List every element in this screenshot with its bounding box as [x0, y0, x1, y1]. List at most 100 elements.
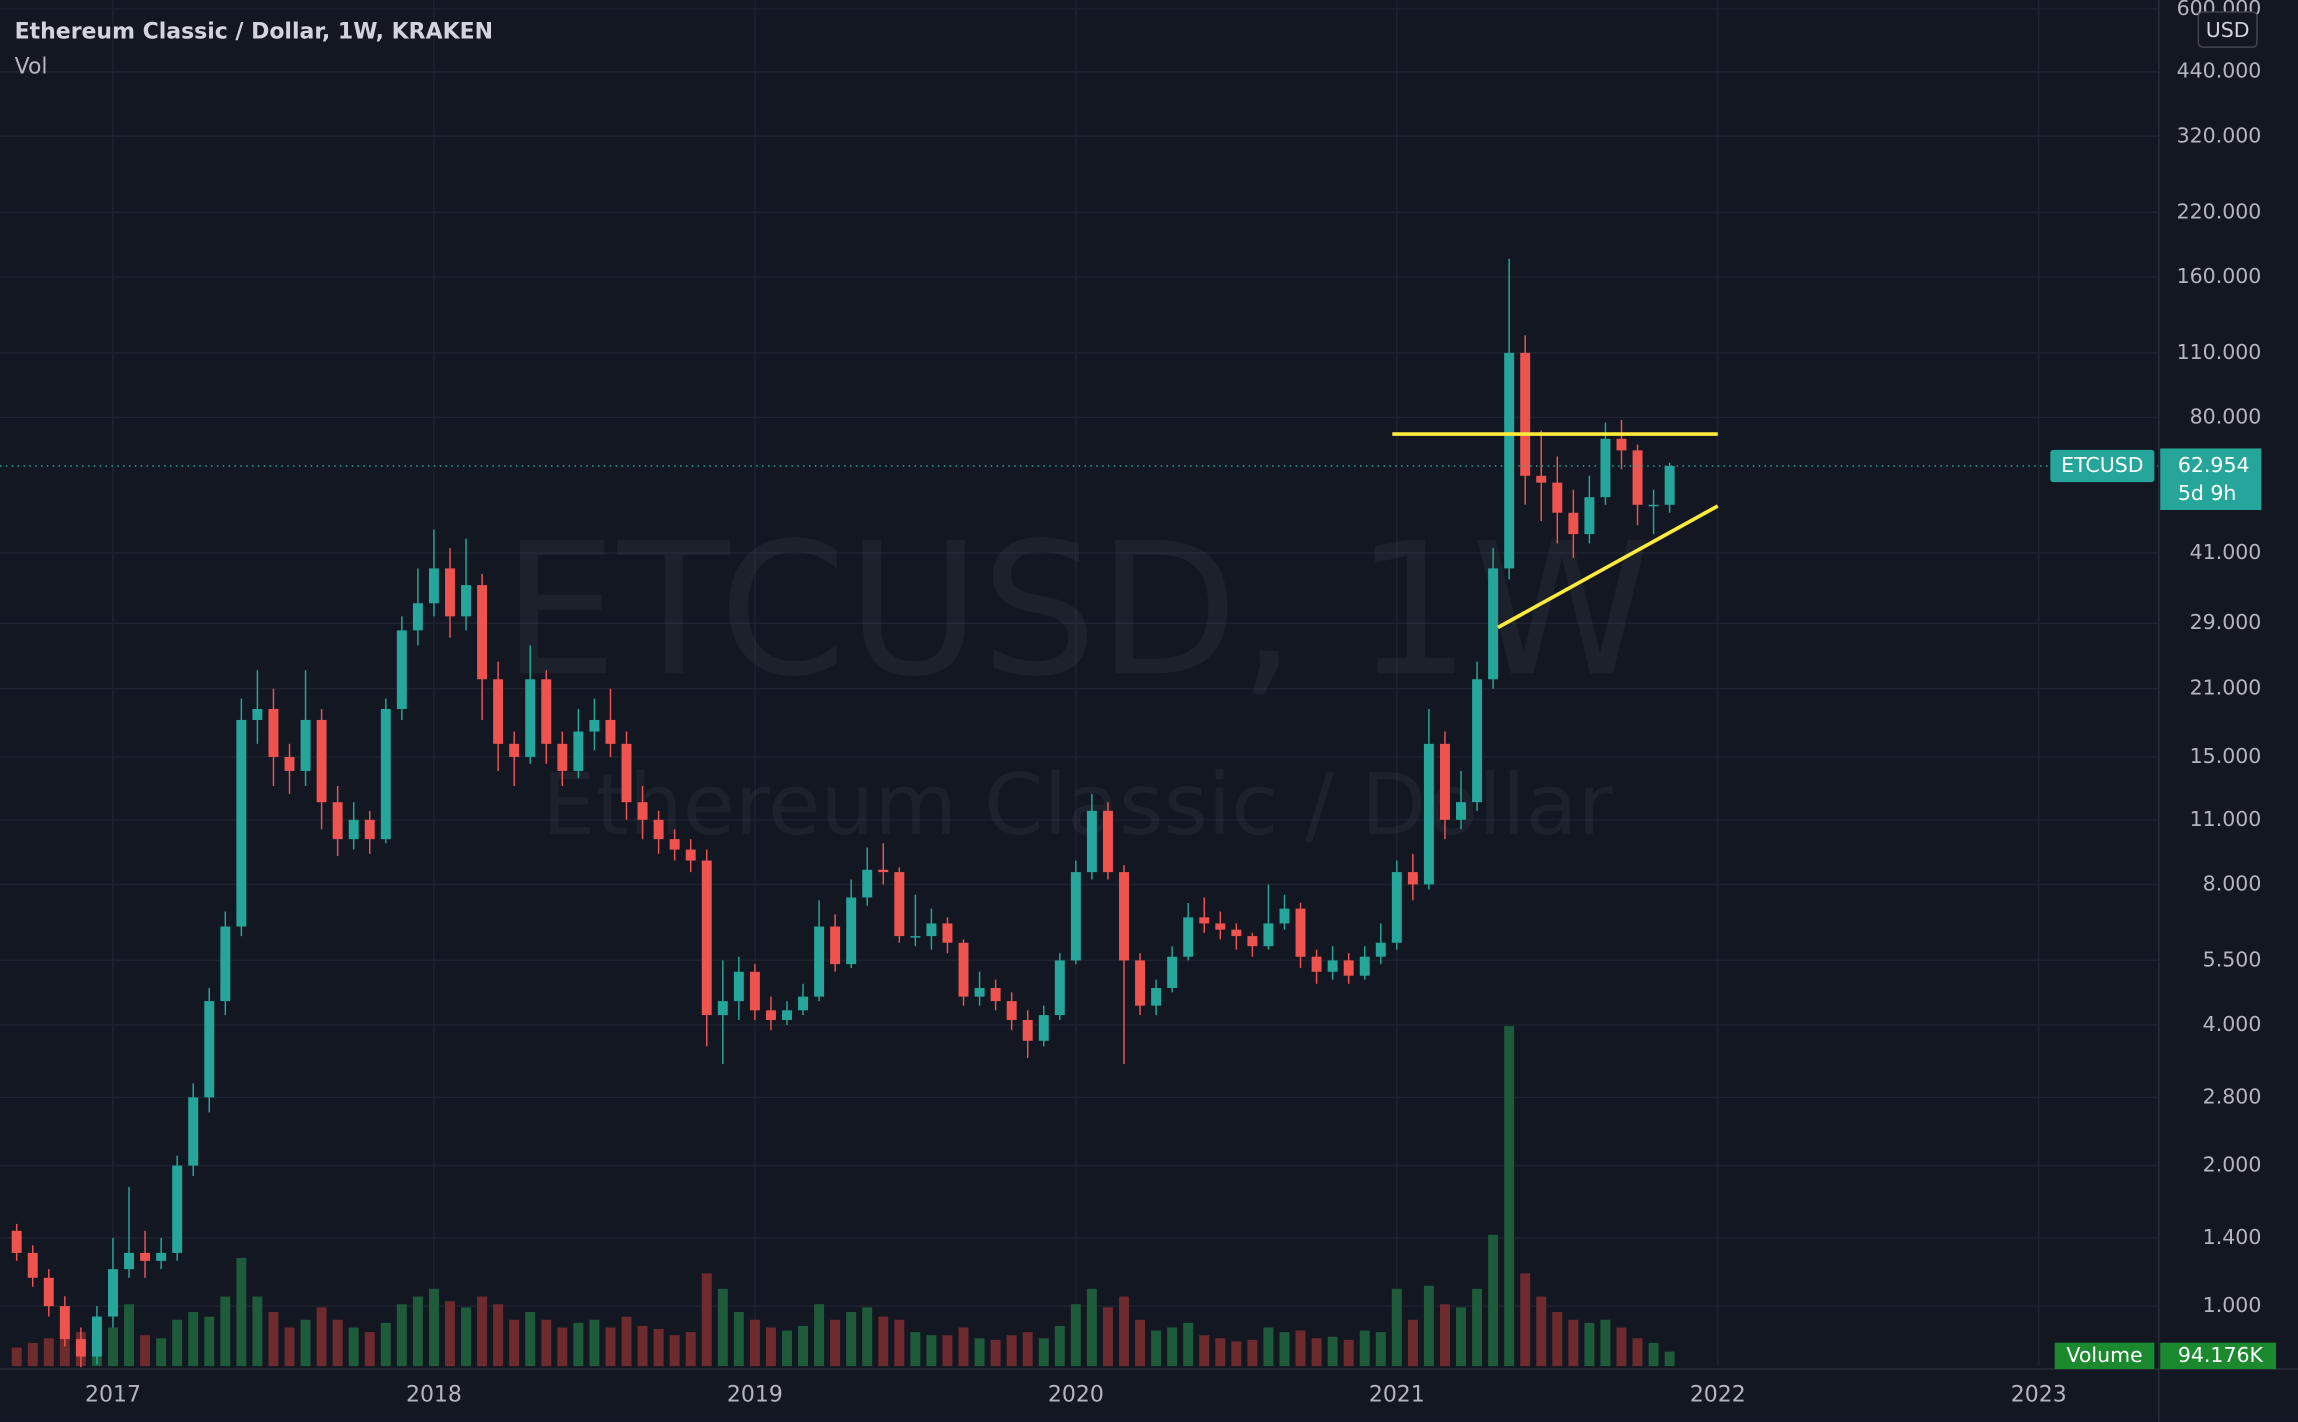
- volume-bar: [782, 1330, 792, 1367]
- candle-body: [1343, 960, 1354, 976]
- trend-line: [1497, 504, 1719, 630]
- volume-bar: [284, 1327, 295, 1367]
- x-tick-label: 2017: [85, 1382, 141, 1407]
- volume-bar: [685, 1332, 696, 1367]
- candle-body: [188, 1097, 199, 1166]
- volume-bar: [43, 1338, 54, 1367]
- volume-bar: [990, 1339, 1001, 1367]
- y-tick-label: 2.000: [2203, 1153, 2262, 1177]
- volume-bar: [1263, 1327, 1274, 1367]
- y-tick-label: 15.000: [2190, 744, 2262, 768]
- volume-bar: [220, 1296, 231, 1367]
- volume-bar: [1167, 1327, 1178, 1367]
- candle-body: [1119, 872, 1129, 961]
- volume-bar: [1119, 1296, 1129, 1367]
- x-tick-label: 2023: [2011, 1382, 2067, 1407]
- volume-bar: [1070, 1304, 1081, 1367]
- volume-bar: [1552, 1312, 1563, 1367]
- symbol-badge: [2050, 449, 2155, 483]
- last-price-label: 62.954: [2178, 453, 2250, 477]
- y-tick-label: 21.000: [2190, 676, 2262, 700]
- volume-bar: [1472, 1288, 1483, 1367]
- candle-body: [1135, 960, 1146, 1006]
- volume-bar: [1632, 1338, 1643, 1367]
- y-tick-label: 2.800: [2203, 1084, 2262, 1108]
- candle-body: [1327, 960, 1338, 972]
- candle-body: [11, 1230, 22, 1253]
- candle-body: [1648, 504, 1659, 507]
- volume-bar: [589, 1319, 600, 1367]
- volume-bar: [733, 1312, 744, 1367]
- candle-body: [1311, 956, 1322, 972]
- candle-body: [1070, 872, 1081, 961]
- volume-bar: [509, 1319, 520, 1367]
- candle-body: [926, 923, 937, 937]
- candle-body: [461, 585, 472, 617]
- candle-body: [509, 743, 520, 757]
- candle-body: [1423, 743, 1434, 885]
- volume-bar: [1151, 1330, 1162, 1367]
- volume-bar: [236, 1257, 247, 1367]
- volume-bar: [1375, 1332, 1386, 1367]
- candle-body: [1086, 810, 1097, 873]
- volume-bar: [1247, 1339, 1258, 1367]
- volume-bar: [830, 1319, 841, 1367]
- candle-body: [43, 1277, 54, 1307]
- volume-bar: [862, 1307, 873, 1367]
- volume-bar: [316, 1307, 327, 1367]
- volume-bar: [798, 1325, 809, 1367]
- candle-body: [749, 971, 760, 1011]
- candle-body: [1359, 956, 1370, 976]
- volume-bar: [172, 1319, 183, 1367]
- volume-bar: [669, 1335, 680, 1367]
- candle-body: [814, 926, 825, 997]
- y-tick-label: 1.400: [2203, 1225, 2262, 1249]
- watermark-symbol: ETCUSD, 1W: [502, 504, 1652, 717]
- volume-name-badge: [2054, 1342, 2155, 1370]
- volume-bar: [1199, 1335, 1210, 1367]
- y-tick-label: 110.000: [2177, 340, 2262, 364]
- candle-body: [1279, 908, 1290, 924]
- volume-bar: [412, 1296, 423, 1367]
- volume-bar: [1038, 1338, 1049, 1367]
- candle-body: [364, 819, 375, 840]
- candle-body: [268, 708, 279, 757]
- candle-body: [204, 1001, 215, 1098]
- candle-body: [894, 872, 905, 937]
- volume-bar: [140, 1335, 151, 1367]
- candle-body: [557, 743, 568, 771]
- candle-body: [300, 719, 311, 771]
- y-tick-label: 5.500: [2203, 947, 2262, 971]
- candle-body: [846, 897, 857, 965]
- y-tick-label: 320.000: [2177, 123, 2262, 147]
- candle-body: [316, 719, 327, 803]
- volume-bar: [124, 1304, 135, 1367]
- x-tick-label: 2020: [1048, 1382, 1104, 1407]
- volume-bar: [396, 1304, 407, 1367]
- volume-bar: [557, 1327, 568, 1367]
- candle-body: [1488, 568, 1499, 680]
- volume-bar: [942, 1335, 953, 1367]
- volume-bar: [1407, 1319, 1418, 1367]
- volume-bar: [1135, 1319, 1146, 1367]
- candle-body: [653, 819, 664, 840]
- candle-body: [669, 839, 680, 850]
- currency-label[interactable]: USD: [2206, 18, 2250, 42]
- volume-bar: [300, 1319, 311, 1367]
- volume-bar: [541, 1319, 552, 1367]
- y-tick-label: 41.000: [2190, 540, 2262, 564]
- currency-badge[interactable]: [2197, 11, 2258, 48]
- candle-body: [525, 679, 536, 757]
- volume-legend: Vol: [15, 55, 48, 80]
- volume-bar: [1648, 1342, 1659, 1367]
- volume-bar: [910, 1332, 921, 1367]
- volume-bar: [1231, 1341, 1242, 1367]
- volume-bar: [268, 1312, 279, 1367]
- candle-body: [621, 743, 632, 803]
- volume-bar: [1054, 1325, 1065, 1367]
- volume-bar: [1600, 1319, 1611, 1367]
- volume-bar: [1183, 1322, 1194, 1367]
- volume-bar: [653, 1329, 664, 1367]
- volume-bar: [1295, 1330, 1306, 1367]
